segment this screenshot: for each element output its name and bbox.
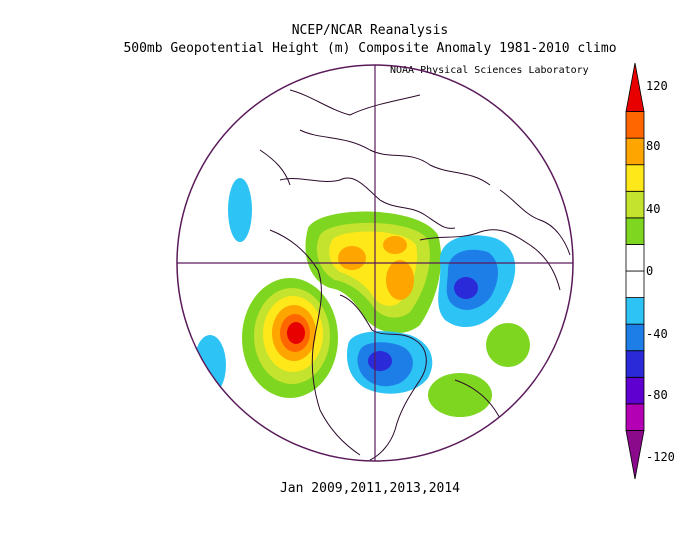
colorbar-cell	[625, 244, 645, 272]
colorbar-label-40: 40	[646, 202, 661, 216]
europe-trough-80	[454, 277, 478, 299]
colorbar-cell	[625, 323, 645, 352]
map-boundary	[176, 64, 574, 462]
colorbar-cell	[625, 164, 645, 192]
colorbar-cell	[625, 111, 645, 139]
arctic-ridge-80c	[383, 236, 407, 254]
colorbar-cell	[625, 350, 645, 378]
colorbar-cell	[625, 430, 645, 480]
na-trough-80	[368, 351, 392, 371]
colorbar-cell	[625, 376, 645, 405]
colorbar-label-0: 0	[646, 264, 654, 278]
colorbar-label-neg120: -120	[646, 450, 675, 464]
map-title: NCEP/NCAR Reanalysis	[291, 23, 449, 38]
west-pacific-trough	[228, 178, 252, 242]
colorbar-cell	[625, 297, 645, 325]
atlantic-ridge-a	[486, 323, 530, 367]
anomaly-shading	[194, 178, 530, 417]
colorbar-cell	[625, 403, 645, 431]
colorbar-cell	[625, 217, 645, 245]
map-subtitle: 500mb Geopotential Height (m) Composite …	[123, 41, 617, 56]
coastlines	[259, 89, 571, 461]
colorbar-label-120: 120	[646, 79, 668, 93]
arctic-ridge-80b	[386, 260, 414, 300]
credit-label: NOAA Physical Sciences Laboratory	[390, 65, 589, 76]
pacific-ridge-120	[287, 322, 305, 344]
atlantic-ridge-b	[428, 373, 492, 417]
colorbar-cell	[625, 190, 645, 219]
colorbar-cell	[625, 62, 645, 112]
date-caption: Jan 2009,2011,2013,2014	[279, 481, 460, 496]
colorbar-label-neg40: -40	[646, 327, 668, 341]
colorbar-cell	[625, 270, 645, 298]
colorbar-label-neg80: -80	[646, 388, 668, 402]
colorbar-label-80: 80	[646, 139, 661, 153]
colorbar-cell	[625, 137, 645, 166]
arctic-ridge-80a	[338, 246, 366, 270]
